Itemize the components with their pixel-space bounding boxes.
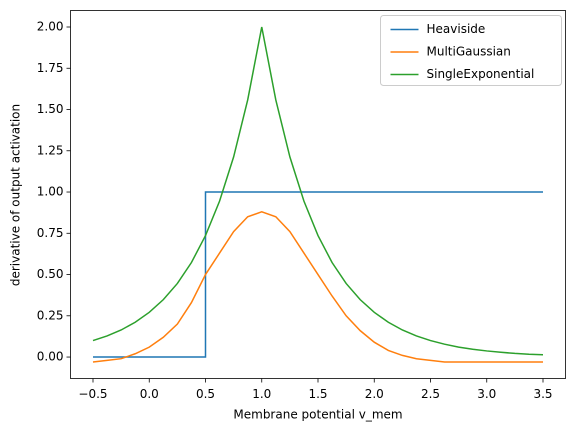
y-tick-label: 1.50 [37, 102, 64, 116]
y-tick-label: 1.75 [37, 61, 64, 75]
legend-label: SingleExponential [427, 67, 535, 81]
y-tick-label: 1.25 [37, 143, 64, 157]
x-tick-label: 0.5 [196, 387, 215, 401]
x-tick-label: 3.5 [533, 387, 552, 401]
legend-box [380, 15, 562, 86]
y-tick-label: 0.00 [37, 350, 64, 364]
plot-frame [70, 10, 566, 379]
y-tick-label: 0.50 [37, 267, 64, 281]
series-line [92, 211, 543, 363]
series-line [92, 26, 544, 356]
x-axis-label: Membrane potential v_mem [233, 408, 402, 422]
x-tick-label: 0.0 [140, 387, 159, 401]
x-tick-label: 2.0 [365, 387, 384, 401]
y-tick-label: 1.00 [37, 185, 64, 199]
y-axis-label: derivative of output activation [9, 104, 23, 286]
y-tick-label: 2.00 [37, 20, 64, 34]
y-tick-label: 0.25 [37, 308, 64, 322]
x-tick-label: −0.5 [78, 387, 107, 401]
legend-label: MultiGaussian [427, 45, 511, 59]
x-tick-label: 1.0 [252, 387, 271, 401]
legend-label: Heaviside [427, 22, 486, 36]
x-tick-label: 1.5 [308, 387, 327, 401]
x-tick-label: 3.0 [477, 387, 496, 401]
y-tick-label: 0.75 [37, 226, 64, 240]
x-tick-label: 2.5 [421, 387, 440, 401]
